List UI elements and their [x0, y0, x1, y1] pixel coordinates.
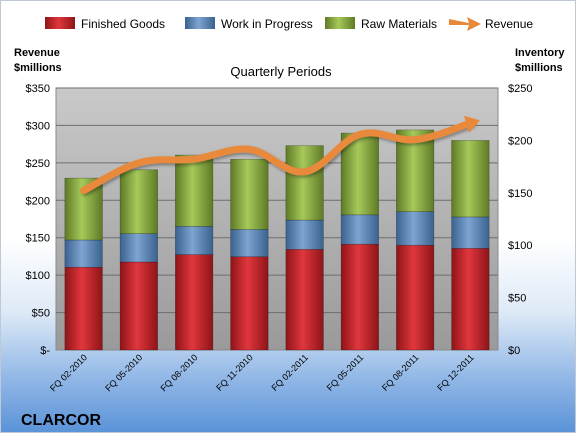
bar-finished-goods-fq-12-2011 — [451, 248, 490, 351]
left-tick-label: $- — [40, 345, 50, 357]
left-tick-label: $100 — [26, 270, 50, 282]
bar-raw-materials-fq-11-2010 — [230, 158, 269, 230]
left-axis-title-line1: Revenue — [14, 47, 60, 59]
bar-work-in-progress-fq-12-2011 — [451, 216, 490, 249]
x-tick-label: FQ 08-2010 — [159, 352, 200, 393]
legend-label-work-in-progress: Work in Progress — [221, 17, 313, 31]
right-axis-ticks: $0 $50 $100 $150 $200 $250 — [508, 83, 532, 357]
x-tick-label: FQ 12-2011 — [435, 352, 476, 393]
left-tick-label: $300 — [26, 120, 50, 132]
legend-swatch-work-in-progress — [185, 17, 215, 29]
bar-work-in-progress-fq-08-2011 — [396, 211, 435, 246]
bar-finished-goods-fq-11-2010 — [230, 256, 269, 351]
bar-work-in-progress-fq-05-2010 — [119, 233, 158, 263]
bar-work-in-progress-fq-05-2011 — [340, 214, 379, 245]
legend-swatch-revenue — [449, 17, 481, 31]
bar-raw-materials-fq-08-2010 — [175, 154, 214, 227]
x-tick-label: FQ 05-2011 — [325, 352, 366, 393]
revenue-line-arrowhead — [463, 115, 480, 133]
bar-raw-materials-fq-05-2010 — [119, 169, 158, 234]
revenue-line-series — [80, 115, 480, 195]
bar-finished-goods-fq-05-2010 — [119, 261, 158, 351]
bar-work-in-progress-fq-08-2010 — [175, 226, 214, 255]
bar-work-in-progress-fq-02-2010 — [64, 239, 103, 268]
bar-raw-materials-fq-08-2011 — [396, 129, 435, 212]
left-tick-label: $200 — [26, 195, 50, 207]
bar-finished-goods-fq-05-2011 — [340, 243, 379, 351]
bar-work-in-progress-fq-11-2010 — [230, 229, 269, 258]
left-tick-label: $350 — [26, 83, 50, 95]
left-tick-label: $250 — [26, 158, 50, 170]
legend-label-revenue: Revenue — [485, 17, 533, 31]
legend-swatch-finished-goods — [45, 17, 75, 29]
legend: Finished Goods Work in Progress Raw Mate… — [45, 17, 533, 31]
right-tick-label: $50 — [508, 293, 526, 305]
left-tick-label: $150 — [26, 233, 50, 245]
bar-raw-materials-fq-02-2011 — [285, 145, 324, 221]
x-axis-ticks: FQ 02-2010 FQ 05-2010 FQ 08-2010 FQ 11-2010… — [48, 352, 476, 393]
bar-raw-materials-fq-05-2011 — [340, 132, 379, 216]
legend-label-raw-materials: Raw Materials — [361, 17, 437, 31]
right-axis-title-line2: $millions — [515, 62, 563, 74]
x-tick-label: FQ 02-2010 — [48, 352, 89, 393]
right-axis-title-line1: Inventory — [515, 47, 565, 59]
right-tick-label: $250 — [508, 83, 532, 95]
chart-title: Quarterly Periods — [230, 64, 332, 79]
x-tick-label: FQ 05-2010 — [103, 352, 144, 393]
right-tick-label: $100 — [508, 240, 532, 252]
company-name: CLARCOR — [21, 412, 101, 429]
bar-finished-goods-fq-02-2011 — [285, 249, 324, 351]
bar-work-in-progress-fq-02-2011 — [285, 219, 324, 250]
left-tick-label: $50 — [32, 308, 50, 320]
bar-finished-goods-fq-08-2011 — [396, 244, 435, 351]
legend-label-finished-goods: Finished Goods — [81, 17, 165, 31]
legend-swatch-raw-materials — [325, 17, 355, 29]
left-axis-ticks: $- $50 $100 $150 $200 $250 $300 $350 — [26, 83, 51, 357]
x-tick-label: FQ 02-2011 — [269, 352, 310, 393]
right-tick-label: $200 — [508, 135, 532, 147]
bar-finished-goods-fq-02-2010 — [64, 266, 103, 351]
x-tick-label: FQ 11-2010 — [214, 352, 255, 393]
bar-series — [64, 129, 490, 351]
bar-finished-goods-fq-08-2010 — [175, 254, 214, 351]
right-tick-label: $150 — [508, 188, 532, 200]
right-tick-label: $0 — [508, 345, 520, 357]
left-axis-title-line2: $millions — [14, 62, 62, 74]
revenue-line — [80, 119, 474, 195]
x-tick-label: FQ 08-2011 — [380, 352, 421, 393]
bar-raw-materials-fq-12-2011 — [451, 140, 490, 218]
